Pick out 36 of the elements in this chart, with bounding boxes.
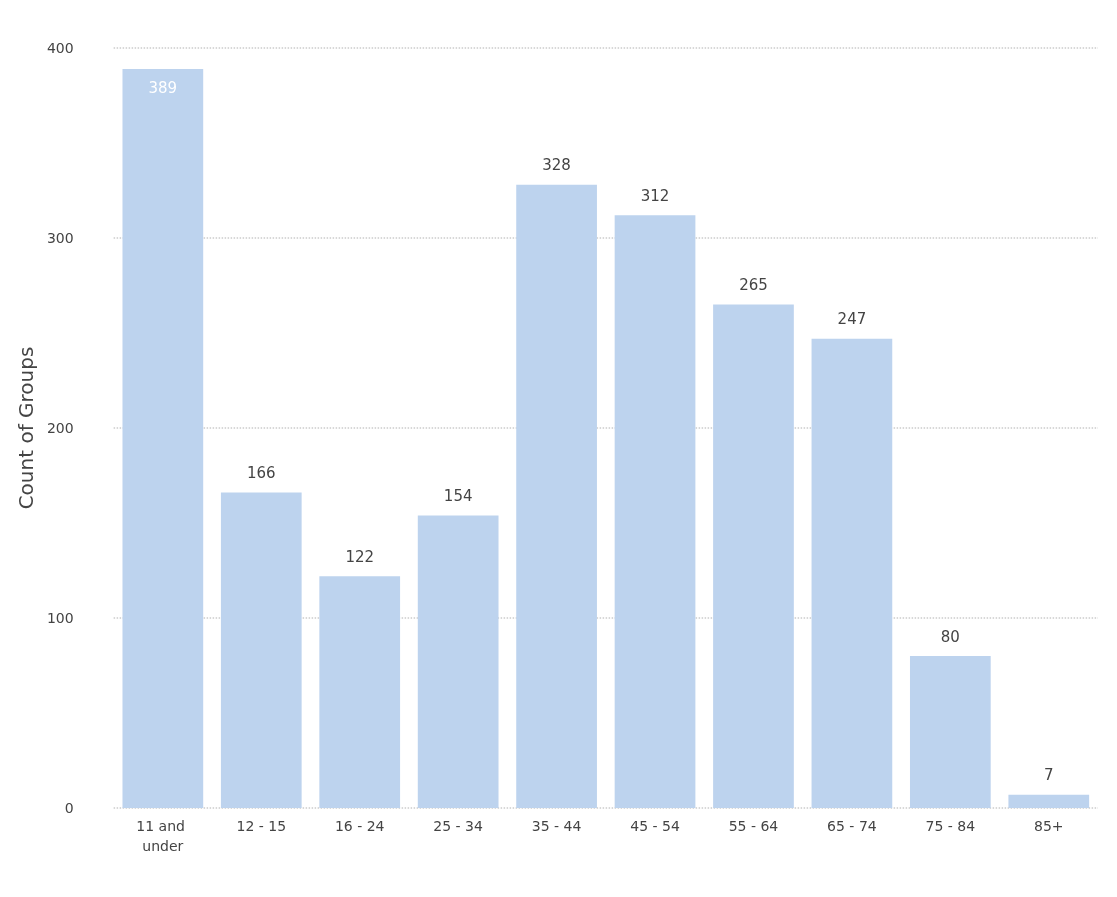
y-tick-label: 0 bbox=[64, 800, 74, 816]
bar bbox=[909, 656, 991, 808]
data-label: 154 bbox=[443, 486, 473, 505]
x-tick-label: 35 - 44 bbox=[531, 818, 582, 834]
x-tick-label: 65 - 74 bbox=[827, 818, 877, 834]
bar bbox=[319, 576, 401, 808]
bar bbox=[122, 68, 204, 808]
bar bbox=[1008, 794, 1090, 808]
x-tick-label: 45 - 54 bbox=[630, 818, 680, 834]
x-tick-label: 25 - 34 bbox=[433, 818, 484, 834]
x-tick-label: 16 - 24 bbox=[334, 818, 385, 834]
x-tick-label: 85+ bbox=[1034, 818, 1064, 834]
data-label: 122 bbox=[345, 547, 375, 566]
x-tick-label: 55 - 64 bbox=[728, 818, 779, 834]
bar bbox=[713, 304, 794, 808]
data-label: 265 bbox=[739, 276, 768, 294]
x-tick-label: 11 and under bbox=[136, 818, 190, 854]
y-tick-label: 400 bbox=[46, 40, 74, 56]
bar bbox=[417, 515, 499, 808]
x-tick-label: 12 - 15 bbox=[236, 818, 287, 834]
y-axis-title: Count of Groups bbox=[14, 346, 38, 510]
data-label: 7 bbox=[1044, 766, 1054, 785]
data-label: 312 bbox=[640, 186, 670, 205]
y-tick-label: 300 bbox=[46, 230, 74, 246]
y-tick-label: 200 bbox=[46, 420, 74, 436]
bar bbox=[516, 184, 597, 808]
data-label: 247 bbox=[837, 310, 867, 329]
x-tick-label: 75 - 84 bbox=[925, 818, 976, 834]
bar bbox=[811, 338, 893, 808]
data-label: 80 bbox=[940, 627, 960, 646]
data-label: 389 bbox=[148, 79, 178, 98]
data-label: 328 bbox=[542, 156, 571, 175]
bar bbox=[220, 492, 302, 808]
bar bbox=[614, 215, 696, 808]
data-label: 166 bbox=[246, 464, 276, 483]
y-tick-label: 100 bbox=[46, 610, 74, 626]
